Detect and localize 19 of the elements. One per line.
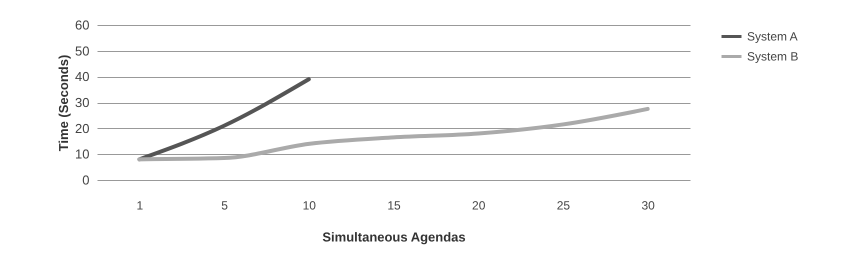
x-axis-title: Simultaneous Agendas (322, 230, 466, 244)
y-tick-label: 60 (75, 18, 90, 32)
x-tick-label: 1 (136, 198, 144, 212)
y-tick-label: 30 (75, 95, 90, 110)
legend-label: System A (747, 30, 798, 44)
x-tick-label: 25 (556, 198, 570, 212)
y-tick-label: 20 (75, 120, 90, 136)
y-tick-label: 0 (82, 172, 90, 188)
x-tick-label: 30 (641, 198, 656, 212)
y-tick-label: 10 (75, 146, 90, 162)
line-series (137, 106, 650, 162)
y-axis-title: Time (Seconds) (56, 54, 72, 152)
y-tick-label: 40 (75, 69, 90, 84)
y-tick-label: 50 (75, 43, 90, 58)
x-tick-label: 20 (472, 198, 486, 212)
legend-label: System B (747, 50, 798, 64)
x-tick-label: 5 (221, 198, 228, 212)
x-tick-label: 15 (387, 198, 401, 212)
x-tick-label: 10 (302, 198, 316, 212)
